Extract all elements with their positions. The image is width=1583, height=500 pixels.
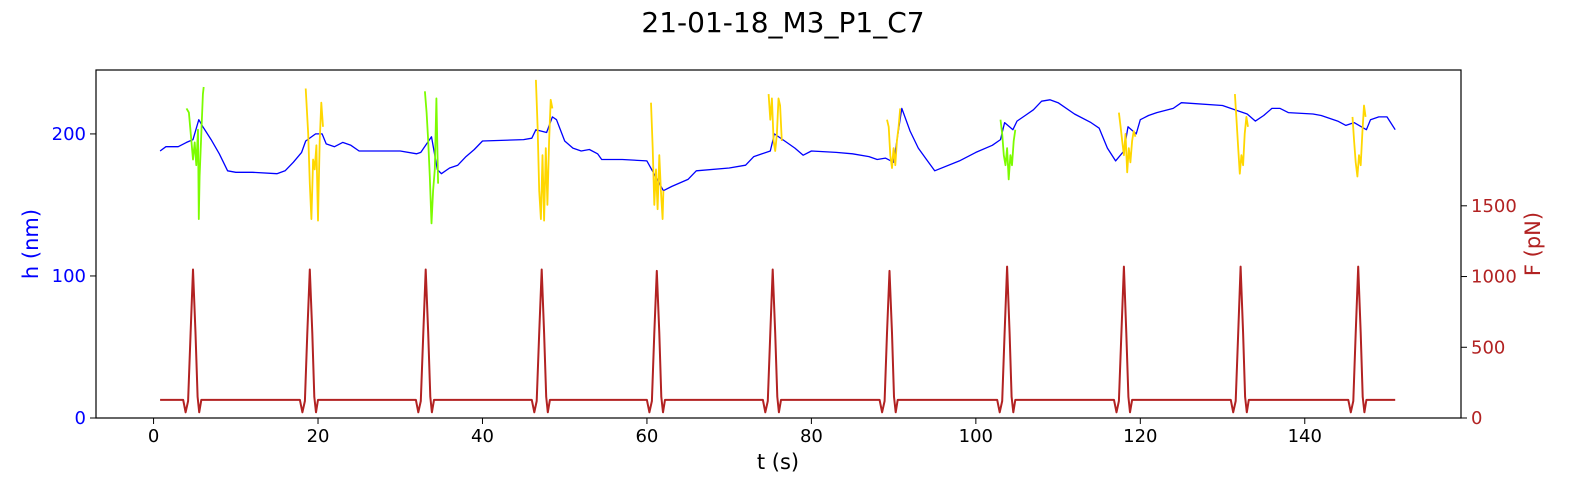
left-y-tick-label: 200 [52, 124, 86, 145]
left-y-tick-label: 0 [75, 408, 86, 429]
plot-frame [95, 69, 1462, 419]
right-y-tick-label: 500 [1471, 337, 1505, 358]
series-layer [159, 79, 1396, 414]
series-line-3 [424, 91, 439, 225]
x-tick-label: 60 [635, 426, 658, 447]
series-line-4 [535, 79, 554, 222]
series-line-6 [767, 94, 783, 152]
left-y-axis-label: h (nm) [19, 209, 43, 279]
series-line-2 [304, 88, 324, 222]
chart-title: 21-01-18_M3_P1_C7 [641, 6, 924, 39]
right-y-axis-label: F (pN) [1521, 212, 1545, 276]
right-y-axis-ticks: 0 500 1000 1500 [1461, 196, 1517, 429]
x-axis-label: t (s) [757, 450, 799, 474]
right-y-tick-label: 0 [1471, 408, 1482, 429]
right-y-tick-label: 1500 [1471, 196, 1517, 217]
x-axis-ticks: 0 20 40 60 80 100 120 140 [148, 418, 1322, 447]
x-tick-label: 40 [471, 426, 494, 447]
x-tick-label: 80 [800, 426, 823, 447]
series-line-9 [1118, 112, 1137, 174]
x-tick-label: 20 [307, 426, 330, 447]
series-line-8 [999, 119, 1017, 181]
x-tick-label: 140 [1288, 426, 1322, 447]
series-line-12 [160, 265, 1396, 414]
series-line-0 [159, 99, 1396, 192]
left-y-axis-ticks: 0 100 200 [52, 124, 96, 429]
series-line-11 [1351, 104, 1367, 178]
x-tick-label: 120 [1123, 426, 1157, 447]
series-line-7 [886, 108, 902, 169]
series-line-1 [185, 86, 205, 220]
left-y-tick-label: 100 [52, 266, 86, 287]
series-line-5 [650, 102, 665, 220]
x-tick-label: 0 [148, 426, 159, 447]
series-line-10 [1234, 94, 1249, 175]
x-tick-label: 100 [959, 426, 993, 447]
right-y-tick-label: 1000 [1471, 267, 1517, 288]
